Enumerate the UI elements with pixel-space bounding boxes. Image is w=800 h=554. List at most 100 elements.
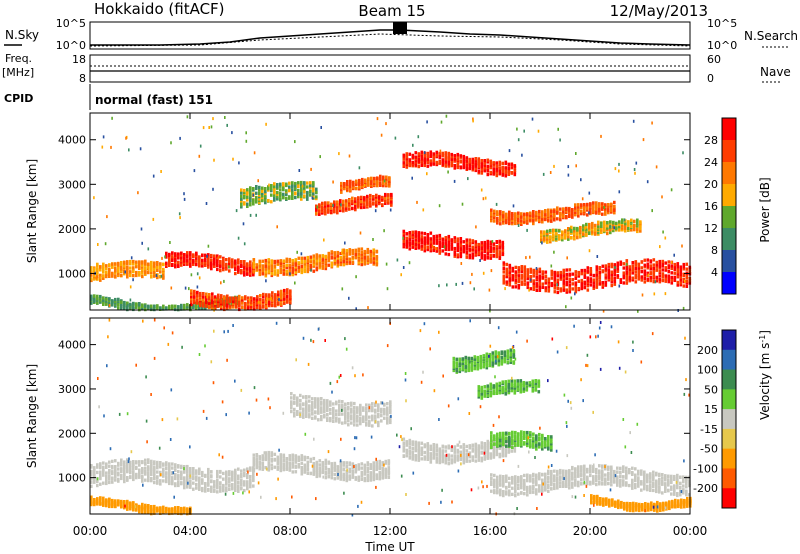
power-cell	[435, 248, 439, 252]
power-cell	[546, 232, 549, 236]
power-cell	[583, 208, 586, 213]
power-cell	[99, 300, 102, 304]
power-cell	[444, 238, 448, 242]
power-cell	[655, 263, 659, 267]
power-cell	[225, 267, 228, 271]
power-cell	[249, 190, 252, 194]
power-speckle	[453, 179, 456, 183]
power-cell	[630, 228, 633, 232]
power-cell	[261, 264, 265, 268]
power-speckle	[556, 283, 558, 287]
power-cell	[480, 250, 484, 254]
power-cell	[514, 212, 517, 217]
power-cell	[420, 237, 424, 242]
velocity-cell	[326, 399, 329, 403]
power-cell	[373, 181, 376, 185]
power-cell	[408, 233, 412, 237]
power-cell	[259, 294, 262, 298]
power-cell	[540, 230, 543, 234]
power-cell	[318, 266, 322, 270]
power-cell	[429, 154, 433, 159]
power-cell	[633, 223, 636, 227]
power-speckle	[426, 120, 428, 124]
power-cell	[496, 221, 499, 225]
power-cell	[180, 253, 183, 257]
power-cell	[510, 171, 514, 175]
power-cell	[286, 295, 289, 299]
power-cell	[555, 236, 558, 240]
power-cell	[495, 240, 499, 244]
power-cell	[426, 247, 430, 252]
power-cell	[276, 194, 279, 199]
power-speckle	[348, 154, 351, 158]
power-cell	[646, 271, 650, 275]
power-cell	[441, 161, 445, 165]
power-speckle	[389, 208, 392, 212]
power-cell	[132, 268, 135, 272]
power-cell	[625, 259, 629, 263]
velocity-cell	[135, 474, 138, 478]
power-cell	[300, 185, 303, 189]
velocity-cell	[249, 466, 252, 470]
power-cell	[189, 258, 192, 262]
velocity-cell	[384, 475, 388, 479]
power-speckle	[97, 243, 99, 246]
power-cell	[141, 274, 144, 279]
velocity-cell	[117, 473, 120, 477]
power-yaxis-label: Slant Range [km]	[25, 159, 39, 263]
power-cell	[360, 247, 364, 251]
power-cell	[474, 248, 478, 252]
power-cell	[240, 205, 243, 209]
velocity-cell	[90, 480, 93, 484]
power-cell	[274, 293, 277, 297]
power-cell	[549, 235, 552, 239]
power-cell	[369, 249, 373, 254]
power-cell	[486, 158, 490, 162]
power-cell	[577, 274, 581, 278]
power-cell	[664, 268, 668, 272]
power-cell	[622, 276, 626, 280]
velocity-cell	[336, 469, 340, 473]
velocity-cell	[293, 407, 296, 412]
power-cell	[477, 166, 481, 170]
power-cell	[547, 289, 551, 293]
power-cell	[498, 252, 502, 257]
power-cell	[138, 266, 141, 270]
power-cell	[345, 208, 348, 212]
power-cell	[559, 211, 562, 215]
power-cell	[634, 270, 638, 274]
power-cell	[511, 222, 514, 226]
power-cell	[265, 293, 268, 297]
power-cell	[513, 170, 517, 175]
power-cell	[402, 161, 406, 165]
power-speckle	[169, 241, 171, 244]
power-cell	[594, 231, 597, 235]
velocity-cell	[285, 464, 289, 469]
power-speckle	[445, 114, 448, 118]
power-speckle	[220, 281, 222, 285]
power-speckle	[205, 202, 208, 205]
velocity-cell	[321, 463, 325, 467]
power-cell	[327, 204, 330, 208]
power-cell	[201, 306, 204, 310]
velocity-cell	[240, 472, 243, 477]
power-speckle	[202, 126, 205, 130]
power-cell	[229, 304, 232, 308]
power-cell	[253, 301, 256, 305]
power-cell	[366, 197, 369, 201]
power-speckle	[473, 287, 475, 291]
power-cell	[444, 151, 448, 155]
power-cell	[243, 188, 246, 193]
velocity-cell	[138, 475, 141, 479]
power-cell	[363, 205, 366, 209]
power-cell	[627, 220, 630, 224]
velocity-cell	[387, 475, 391, 479]
power-cell	[559, 275, 563, 279]
nave-tick-top: 60	[707, 53, 721, 66]
power-cell	[274, 301, 277, 306]
noise-tick-right-bottom: 10^0	[707, 39, 737, 52]
power-cell	[288, 265, 292, 269]
power-cell	[354, 199, 357, 203]
power-cell	[618, 227, 621, 231]
velocity-cell	[273, 452, 277, 456]
